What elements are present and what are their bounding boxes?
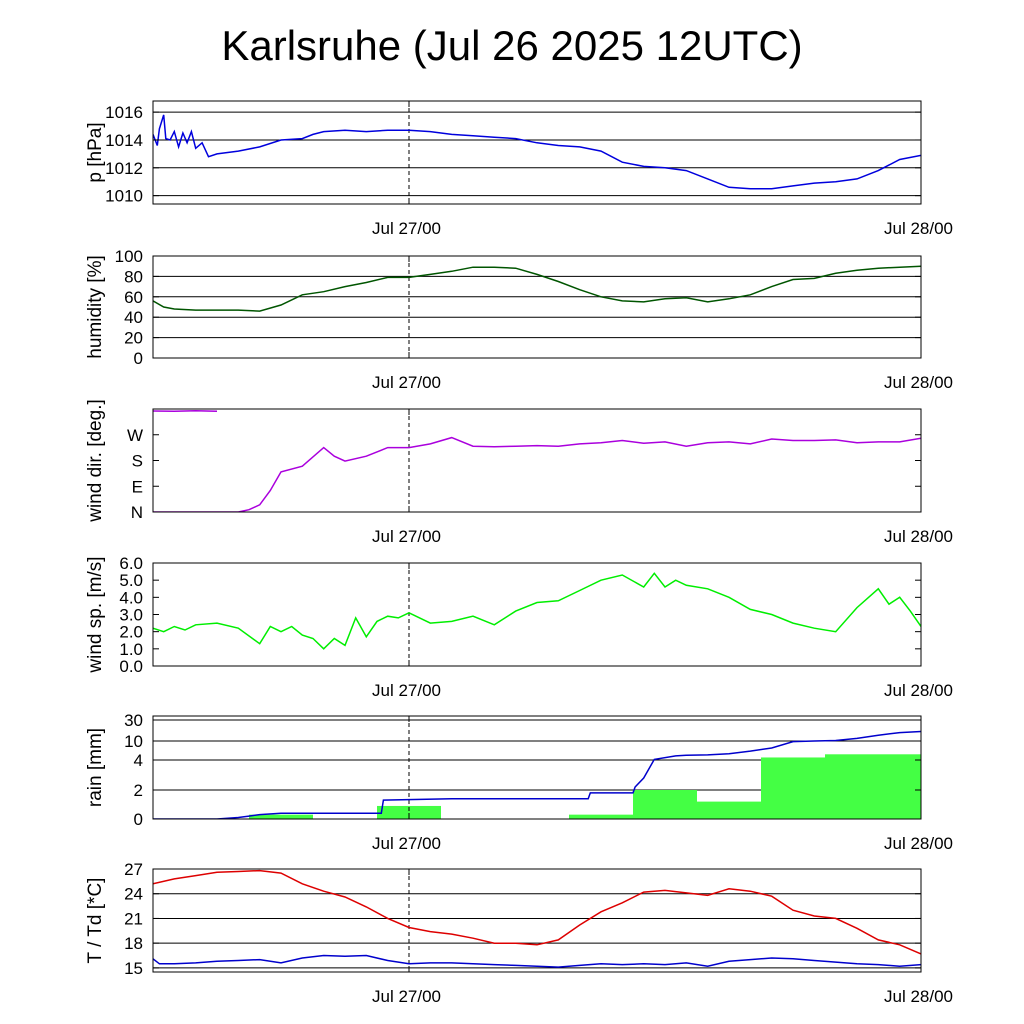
plot-frame [152, 408, 922, 513]
panel-temp: 15 18 21 24 27 Jul 27/00 Jul 28/00 T / Td [*C] [85, 860, 953, 1006]
x-tick-label: Jul 28/00 [884, 681, 953, 700]
y-tick-label: 6.0 [119, 554, 143, 573]
rain-bar [377, 805, 441, 819]
series-rain_cum [153, 730, 921, 819]
y-tick-label: W [127, 426, 143, 445]
rain-bar [697, 801, 761, 819]
y-axis-label: T / Td [*C] [85, 878, 106, 964]
y-tick-label: 24 [124, 885, 143, 904]
x-tick-label: Jul 27/00 [372, 834, 441, 853]
y-tick-label: 27 [124, 860, 143, 879]
y-tick-label: E [132, 477, 143, 496]
y-tick-label: N [131, 503, 143, 522]
y-tick-label: 4.0 [119, 588, 143, 607]
y-tick-label: 4 [134, 751, 143, 770]
x-tick-label: Jul 28/00 [884, 987, 953, 1006]
y-tick-label: 15 [124, 959, 143, 978]
y-axis-label: wind dir. [deg.] [85, 399, 106, 523]
y-tick-label: 2.0 [119, 623, 143, 642]
series-wind_dir [153, 409, 218, 413]
rain-bar [825, 754, 921, 819]
x-tick-label: Jul 27/00 [372, 527, 441, 546]
y-tick-label: 1010 [105, 187, 143, 206]
plot-frame [152, 868, 922, 973]
y-tick-label: 0 [134, 349, 143, 368]
y-tick-label: 1014 [105, 131, 143, 150]
series-pressure [153, 114, 921, 190]
x-tick-label: Jul 28/00 [884, 527, 953, 546]
plot-frame [152, 100, 922, 205]
y-axis-label: wind sp. [m/s] [85, 556, 106, 673]
x-tick-label: Jul 27/00 [372, 219, 441, 238]
y-tick-label: 3.0 [119, 606, 143, 625]
y-tick-label: 1016 [105, 103, 143, 122]
series-humidity [153, 265, 921, 312]
y-axis-label: rain [mm] [85, 728, 106, 807]
y-tick-label: 20 [124, 329, 143, 348]
rain-bar [633, 790, 697, 819]
series-temperature [153, 869, 921, 955]
y-tick-label: 30 [124, 711, 143, 730]
panel-wind-speed: 0.01.02.03.04.05.06.0 Jul 27/00 Jul 28/00 w… [85, 554, 953, 700]
x-tick-label: Jul 28/00 [884, 834, 953, 853]
x-tick-label: Jul 27/00 [372, 987, 441, 1006]
plot-frame [152, 715, 922, 820]
y-tick-label: 80 [124, 267, 143, 286]
y-tick-label: S [132, 452, 143, 471]
y-tick-label: 18 [124, 934, 143, 953]
x-tick-label: Jul 28/00 [884, 373, 953, 392]
y-tick-label: 5.0 [119, 571, 143, 590]
series-wind_dir [153, 436, 921, 512]
series-dewpoint [153, 954, 921, 968]
panel-pressure: 1010 1012 1014 1016 Jul 27/00 Jul 28/00 p [hPa… [85, 100, 953, 238]
y-tick-label: 100 [115, 247, 143, 266]
y-tick-label: 21 [124, 909, 143, 928]
x-tick-label: Jul 27/00 [372, 373, 441, 392]
y-tick-label: 0.0 [119, 657, 143, 676]
plot-frame [152, 562, 922, 667]
y-tick-label: 60 [124, 288, 143, 307]
y-tick-label: 40 [124, 308, 143, 327]
x-tick-label: Jul 28/00 [884, 219, 953, 238]
rain-bar [249, 814, 313, 819]
plot-frame [152, 255, 922, 359]
rain-bar [569, 814, 633, 819]
y-tick-label: 1.0 [119, 640, 143, 659]
y-tick-label: 10 [124, 732, 143, 751]
chart-title: Karlsruhe (Jul 26 2025 12UTC) [221, 22, 803, 69]
x-tick-label: Jul 27/00 [372, 681, 441, 700]
y-axis-label: p [hPa] [85, 122, 106, 182]
y-axis-label: humidity [%] [85, 255, 106, 358]
y-tick-label: 1012 [105, 159, 143, 178]
y-tick-label: 0 [134, 810, 143, 829]
panel-rain: 0 2 410 30 Jul 27/00 Jul 28/00 rain [mm] [85, 711, 953, 853]
rain-bar [761, 757, 825, 819]
y-tick-label: 2 [134, 781, 143, 800]
series-wind_speed [153, 572, 921, 650]
